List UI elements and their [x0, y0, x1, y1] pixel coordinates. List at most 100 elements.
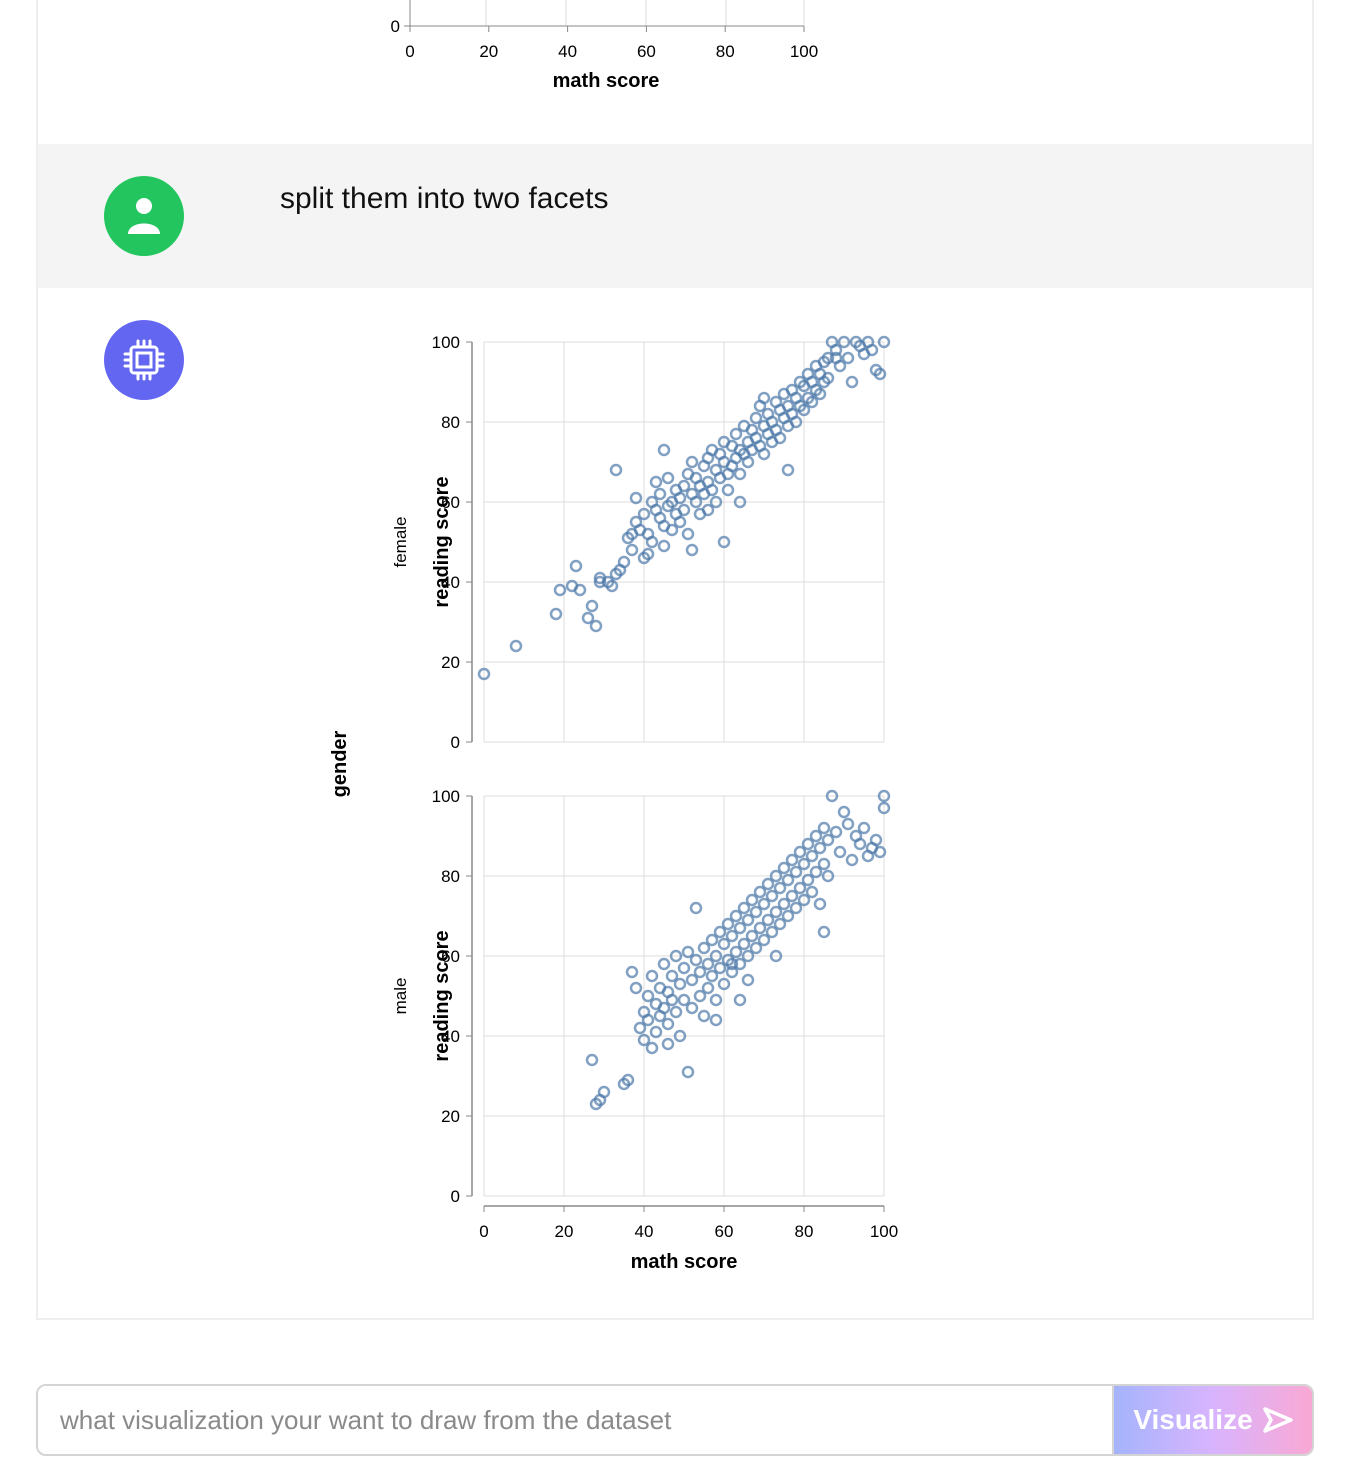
y-tick-label: 60 — [441, 493, 460, 512]
x-tick-label: 100 — [870, 1222, 898, 1241]
data-point — [753, 885, 767, 899]
data-point — [685, 973, 699, 987]
user-icon — [128, 198, 160, 234]
data-point — [669, 949, 683, 963]
data-point — [661, 471, 675, 485]
query-input[interactable] — [38, 1386, 1112, 1454]
user-message: split them into two facets — [38, 144, 1312, 288]
data-point — [869, 833, 883, 847]
data-point — [785, 889, 799, 903]
data-point — [581, 611, 595, 625]
user-message-text: split them into two facets — [280, 182, 609, 215]
data-point — [761, 877, 775, 891]
data-point — [665, 969, 679, 983]
data-point — [829, 351, 843, 365]
data-point — [553, 583, 567, 597]
data-point — [605, 579, 619, 593]
data-point — [733, 495, 747, 509]
data-point — [705, 933, 719, 947]
data-point — [725, 929, 739, 943]
data-point — [585, 599, 599, 613]
data-point — [681, 527, 695, 541]
y-tick-label: 20 — [441, 653, 460, 672]
data-point — [657, 957, 671, 971]
data-point — [749, 905, 763, 919]
data-point — [657, 539, 671, 553]
data-point — [873, 845, 887, 859]
data-point — [745, 929, 759, 943]
data-point — [809, 865, 823, 879]
cpu-chip-icon — [123, 339, 165, 381]
data-point — [653, 487, 667, 501]
data-point — [693, 965, 707, 979]
data-point — [625, 965, 639, 979]
data-point — [709, 993, 723, 1007]
data-point — [793, 845, 807, 859]
data-point — [717, 535, 731, 549]
visualize-button[interactable]: Visualize — [1112, 1386, 1312, 1454]
facet-male: 0 20 40 60 80 100 reading score male 0 20 40 60 80 10… — [391, 787, 898, 1273]
data-point — [645, 969, 659, 983]
data-point — [873, 367, 887, 381]
y-tick-label: 60 — [441, 947, 460, 966]
data-point — [593, 575, 607, 589]
data-point — [685, 1001, 699, 1015]
data-point — [841, 351, 855, 365]
data-point — [805, 395, 819, 409]
data-point — [841, 817, 855, 831]
data-point — [629, 491, 643, 505]
user-avatar — [104, 176, 184, 256]
data-point — [801, 837, 815, 851]
data-point — [821, 351, 835, 365]
data-point — [877, 335, 891, 349]
data-point — [709, 949, 723, 963]
data-point — [689, 953, 703, 967]
data-point — [733, 921, 747, 935]
data-point — [817, 821, 831, 835]
y-tick-label: 0 — [451, 1187, 460, 1206]
data-point — [753, 921, 767, 935]
data-point — [805, 885, 819, 899]
data-point — [773, 431, 787, 445]
y-tick-label: 40 — [441, 573, 460, 592]
facet-label: female — [391, 516, 410, 567]
data-point — [797, 857, 811, 871]
query-bar: Visualize — [36, 1384, 1314, 1456]
x-tick-label: 40 — [558, 42, 577, 61]
data-point — [781, 873, 795, 887]
assistant-avatar — [104, 320, 184, 400]
data-point — [769, 869, 783, 883]
data-point — [693, 989, 707, 1003]
data-point — [793, 881, 807, 895]
data-point — [673, 1029, 687, 1043]
data-point — [597, 1085, 611, 1099]
data-point — [801, 873, 815, 887]
data-point — [837, 335, 851, 349]
data-point — [677, 961, 691, 975]
data-point — [661, 1037, 675, 1051]
facet-female: 0 20 40 60 80 100 reading score female — [391, 333, 891, 752]
data-point — [757, 447, 771, 461]
data-point — [817, 857, 831, 871]
facet-label: male — [391, 978, 410, 1015]
data-point — [773, 917, 787, 931]
data-point — [857, 821, 871, 835]
data-point — [637, 507, 651, 521]
data-point — [649, 475, 663, 489]
data-point — [713, 925, 727, 939]
y-tick-label: 0 — [391, 17, 400, 36]
data-point — [573, 583, 587, 597]
data-point — [705, 483, 719, 497]
data-point — [661, 1017, 675, 1031]
previous-chart-axis: 00 20 40 60 80 100 math score — [391, 0, 818, 92]
data-point — [769, 905, 783, 919]
x-tick-label: 20 — [555, 1222, 574, 1241]
data-point — [821, 371, 835, 385]
data-point — [785, 853, 799, 867]
data-point — [741, 973, 755, 987]
data-point — [737, 901, 751, 915]
data-point — [725, 957, 739, 971]
x-tick-label: 80 — [795, 1222, 814, 1241]
data-point — [645, 535, 659, 549]
data-point — [817, 925, 831, 939]
